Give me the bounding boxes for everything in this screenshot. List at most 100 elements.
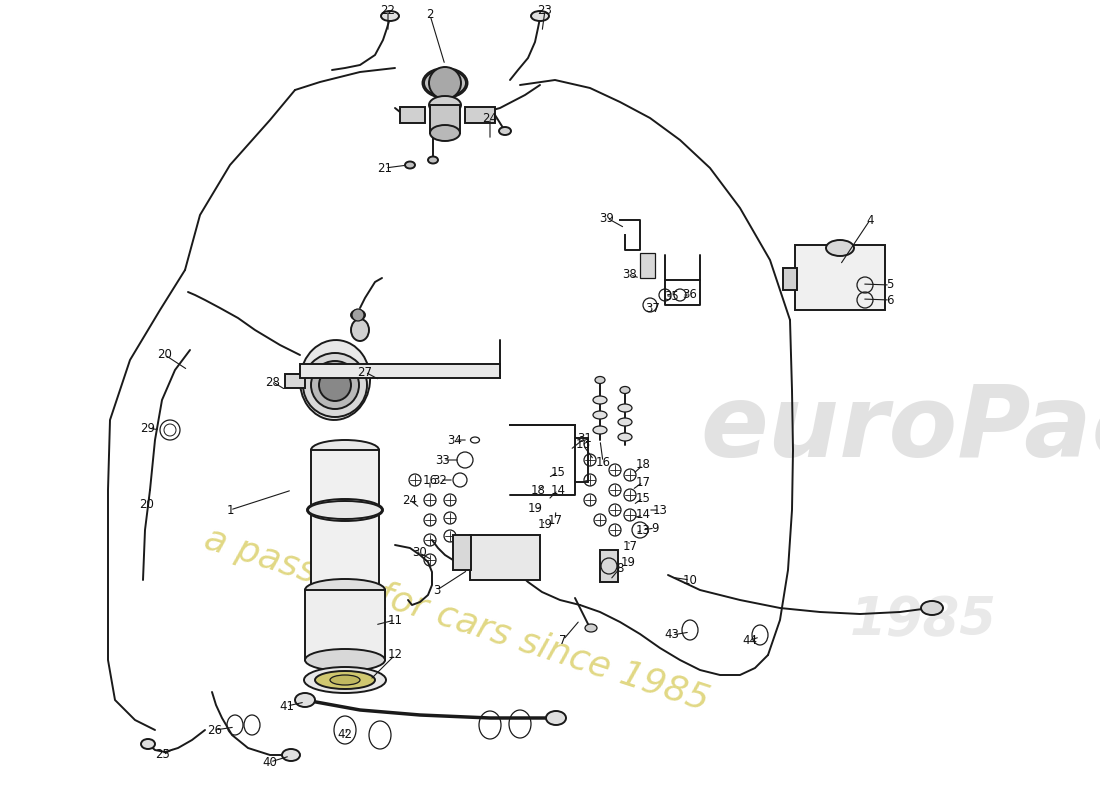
Ellipse shape [422, 68, 468, 98]
Text: 36: 36 [683, 289, 697, 302]
Text: 25: 25 [155, 749, 170, 762]
Text: 21: 21 [377, 162, 393, 174]
Ellipse shape [424, 70, 466, 97]
Ellipse shape [307, 499, 383, 521]
Bar [795, 245, 886, 310]
Text: 43: 43 [664, 629, 680, 642]
Text: 5: 5 [887, 278, 893, 291]
Bar [465, 107, 495, 123]
Ellipse shape [618, 418, 632, 426]
Bar [640, 253, 654, 278]
Text: 24: 24 [483, 111, 497, 125]
Ellipse shape [618, 433, 632, 441]
Text: 13: 13 [636, 523, 650, 537]
Bar [300, 364, 500, 378]
Circle shape [352, 309, 364, 321]
Text: 28: 28 [265, 375, 280, 389]
Ellipse shape [546, 711, 566, 725]
Ellipse shape [315, 671, 375, 689]
Text: 16: 16 [422, 474, 438, 486]
Ellipse shape [351, 310, 365, 320]
Ellipse shape [826, 240, 854, 256]
Circle shape [311, 361, 359, 409]
Text: 37: 37 [646, 302, 660, 314]
Text: 33: 33 [436, 454, 450, 466]
Text: 18: 18 [530, 483, 546, 497]
Bar [285, 374, 305, 388]
Bar [430, 105, 460, 133]
Text: 35: 35 [664, 290, 680, 303]
Text: 30: 30 [412, 546, 428, 559]
Text: 34: 34 [448, 434, 462, 446]
Circle shape [302, 353, 367, 417]
Text: 14: 14 [550, 483, 565, 497]
Text: 20: 20 [140, 498, 154, 511]
Text: 12: 12 [387, 649, 403, 662]
Ellipse shape [311, 440, 379, 460]
Text: 22: 22 [381, 3, 396, 17]
Ellipse shape [305, 649, 385, 671]
Ellipse shape [428, 157, 438, 163]
Text: 17: 17 [548, 514, 562, 526]
Text: 15: 15 [551, 466, 565, 478]
Ellipse shape [430, 125, 460, 141]
Text: 16: 16 [575, 438, 591, 451]
Circle shape [319, 369, 351, 401]
Bar [470, 535, 540, 580]
Bar [305, 590, 385, 660]
Ellipse shape [429, 96, 461, 114]
Ellipse shape [295, 693, 315, 707]
Bar [453, 535, 471, 570]
Ellipse shape [141, 739, 155, 749]
Text: 2: 2 [427, 9, 433, 22]
Text: 13: 13 [652, 503, 668, 517]
Ellipse shape [300, 340, 370, 420]
Text: 19: 19 [538, 518, 552, 531]
Ellipse shape [405, 162, 415, 169]
Text: 11: 11 [387, 614, 403, 626]
Text: 42: 42 [338, 729, 352, 742]
Text: 19: 19 [528, 502, 542, 514]
Text: 18: 18 [636, 458, 650, 471]
Ellipse shape [531, 11, 549, 21]
Text: 17: 17 [636, 475, 650, 489]
Text: 23: 23 [538, 3, 552, 17]
Ellipse shape [921, 601, 943, 615]
Bar [311, 450, 379, 590]
Text: 9: 9 [651, 522, 659, 534]
Text: 24: 24 [403, 494, 418, 506]
Text: 26: 26 [208, 723, 222, 737]
Ellipse shape [585, 624, 597, 632]
Text: 27: 27 [358, 366, 373, 378]
Text: 32: 32 [432, 474, 448, 486]
Circle shape [429, 67, 461, 99]
Text: 1: 1 [227, 503, 233, 517]
Text: 15: 15 [636, 491, 650, 505]
Ellipse shape [381, 11, 399, 21]
Text: a passion for cars since 1985: a passion for cars since 1985 [200, 522, 714, 718]
Ellipse shape [593, 396, 607, 404]
Text: 16: 16 [595, 455, 610, 469]
Ellipse shape [311, 580, 379, 600]
Text: euroPaces: euroPaces [700, 382, 1100, 478]
Text: 7: 7 [559, 634, 566, 646]
Ellipse shape [308, 501, 382, 519]
Text: 38: 38 [623, 269, 637, 282]
Text: 41: 41 [279, 699, 295, 713]
Ellipse shape [351, 319, 369, 341]
Text: 10: 10 [683, 574, 697, 586]
Text: 14: 14 [636, 509, 650, 522]
Text: 17: 17 [623, 539, 638, 553]
Text: 6: 6 [887, 294, 893, 306]
Text: 39: 39 [600, 211, 615, 225]
Text: 3: 3 [433, 583, 441, 597]
Ellipse shape [593, 411, 607, 419]
Bar [783, 268, 798, 290]
Ellipse shape [618, 404, 632, 412]
Text: 19: 19 [620, 555, 636, 569]
Text: 1985: 1985 [850, 594, 997, 646]
Ellipse shape [620, 386, 630, 394]
Ellipse shape [499, 127, 512, 135]
Ellipse shape [305, 579, 385, 601]
Text: 31: 31 [578, 431, 593, 445]
